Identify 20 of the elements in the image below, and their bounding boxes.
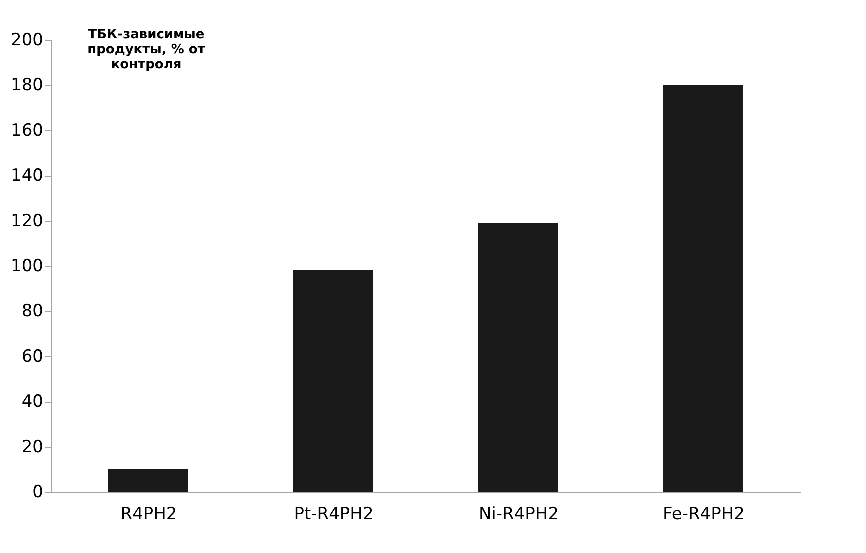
bar <box>478 223 558 492</box>
y-tick-label: 60 <box>22 346 44 367</box>
y-tick-label: 180 <box>11 76 44 96</box>
y-tick-label: 0 <box>32 482 44 502</box>
x-tick-label: Ni-R4PH2 <box>478 504 560 524</box>
x-tick-label: Pt-R4PH2 <box>294 504 374 524</box>
x-tick-label: Fe-R4PH2 <box>663 504 745 524</box>
y-tick-label: 200 <box>11 30 44 50</box>
y-tick-label: 100 <box>11 256 44 276</box>
y-tick-label: 80 <box>22 302 44 322</box>
bar <box>664 85 744 492</box>
y-tick-label: 20 <box>22 437 44 458</box>
y-tick-label: 40 <box>22 392 44 412</box>
y-axis-title: ТБК-зависимые продукты, % от контроля <box>88 28 206 72</box>
x-tick-label: R4PH2 <box>120 504 178 524</box>
bar <box>294 270 374 492</box>
y-tick-label: 120 <box>11 211 44 232</box>
y-tick-label: 140 <box>11 166 44 186</box>
y-tick-label: 160 <box>11 120 44 141</box>
bar <box>108 469 188 492</box>
